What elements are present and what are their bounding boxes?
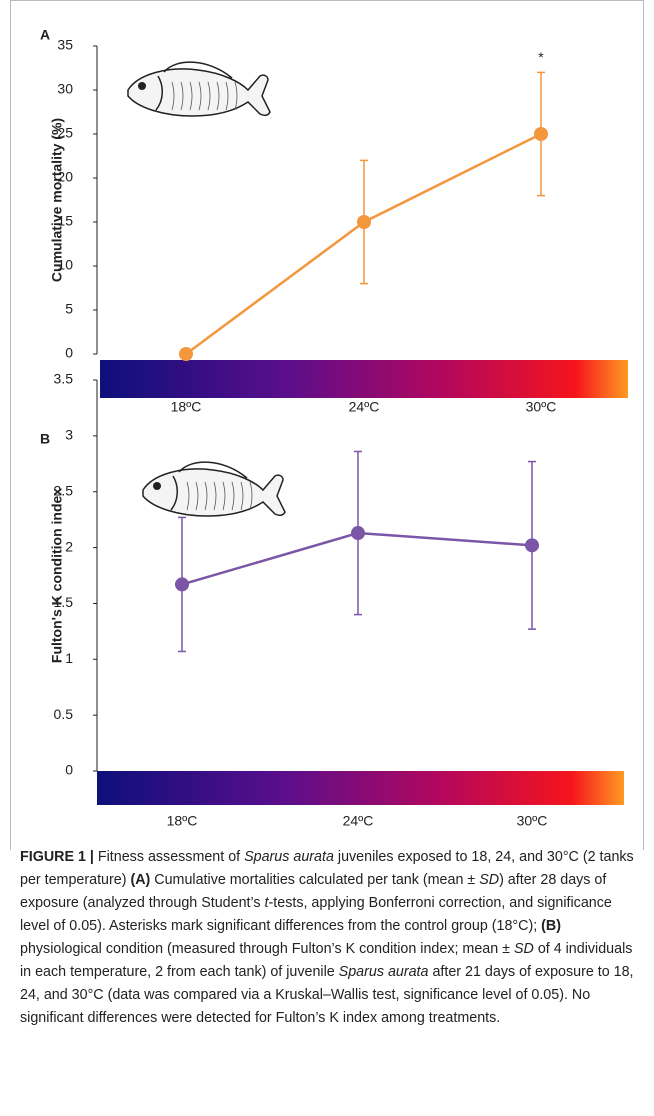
fish-scale bbox=[231, 481, 235, 511]
y-tick-label: 5 bbox=[65, 301, 73, 317]
x-tick-label: 18ºC bbox=[171, 399, 202, 415]
y-axis-label: Cumulative mortality (%) bbox=[49, 118, 65, 282]
caption-text: t bbox=[264, 895, 269, 911]
y-tick-label: 2 bbox=[65, 538, 73, 554]
fish-scale bbox=[180, 81, 184, 111]
y-tick-label: 25 bbox=[57, 125, 73, 141]
caption-text: Sparus aurata bbox=[244, 849, 334, 865]
caption: FIGURE 1 | Fitness assessment of Sparus … bbox=[20, 846, 638, 1030]
y-tick-label: 35 bbox=[57, 37, 73, 53]
frame bbox=[10, 0, 644, 850]
x-tick-label: 24ºC bbox=[343, 813, 374, 829]
caption-text: -tests, applying Bonferroni correction, … bbox=[20, 895, 612, 934]
data-line bbox=[181, 531, 533, 586]
fish-body bbox=[127, 68, 271, 117]
fish-illustration bbox=[142, 461, 286, 517]
caption-text: physiological condition (measured throug… bbox=[20, 941, 514, 957]
data-point bbox=[534, 127, 548, 141]
y-tick-label: 2.5 bbox=[54, 482, 74, 498]
fish-scale bbox=[240, 481, 244, 511]
fish-scale bbox=[213, 481, 217, 511]
y-tick-label: 0 bbox=[65, 345, 73, 361]
fish-scale bbox=[222, 481, 226, 511]
caption-text: (B) bbox=[541, 918, 562, 934]
data-point bbox=[179, 347, 193, 361]
fish-gill bbox=[170, 475, 178, 511]
fish-scale bbox=[204, 481, 208, 511]
caption-text: Cumulative mortalities calculated per ta… bbox=[150, 872, 480, 888]
significance-mark: * bbox=[538, 49, 544, 65]
fish-scale bbox=[207, 81, 211, 111]
caption-text: Sparus aurata bbox=[338, 964, 429, 980]
fish-eye bbox=[138, 82, 146, 90]
fish-fin bbox=[163, 61, 233, 79]
fish-scale bbox=[216, 81, 220, 111]
y-axis-label: Fulton's K condition index bbox=[49, 488, 65, 663]
fish-scale bbox=[189, 81, 193, 111]
data-point bbox=[351, 526, 365, 541]
data-point bbox=[525, 538, 539, 553]
caption-text: ) after 28 days of exposure (analyzed th… bbox=[20, 872, 607, 911]
y-tick-label: 10 bbox=[57, 257, 73, 273]
caption-text: (A) bbox=[130, 872, 151, 888]
fish-scale bbox=[195, 481, 199, 511]
x-tick-label: 18ºC bbox=[167, 813, 198, 829]
temperature-bar bbox=[100, 360, 628, 398]
y-tick-label: 15 bbox=[57, 213, 73, 229]
caption-text: SD bbox=[513, 941, 534, 957]
caption-text: Fitness assessment of bbox=[93, 849, 245, 865]
y-tick-label: 3 bbox=[65, 427, 73, 443]
x-tick-label: 30ºC bbox=[517, 813, 548, 829]
fish-scale bbox=[234, 81, 238, 111]
caption-text: of 4 individuals in each temperature, 2 … bbox=[20, 941, 633, 980]
fish-scale bbox=[171, 81, 175, 111]
fish-fin bbox=[178, 461, 248, 479]
caption-text: after 21 days of exposure to 18, 24, and… bbox=[20, 964, 634, 1026]
caption-text: SD bbox=[479, 872, 500, 888]
temperature-bar bbox=[97, 771, 624, 805]
y-tick-label: 20 bbox=[57, 169, 73, 185]
fish-eye bbox=[153, 482, 161, 490]
fish-scale bbox=[225, 81, 229, 111]
fish-scale bbox=[198, 81, 202, 111]
y-tick-label: 0 bbox=[65, 762, 73, 778]
y-tick-label: 1 bbox=[65, 650, 73, 666]
x-tick-label: 30ºC bbox=[526, 399, 557, 415]
y-tick-label: 30 bbox=[57, 81, 73, 97]
fish-scale bbox=[249, 481, 253, 511]
panel-label: B bbox=[40, 431, 50, 447]
fish-body bbox=[142, 468, 286, 517]
caption-text: FIGURE 1 | bbox=[20, 849, 94, 865]
fish-scale bbox=[186, 481, 190, 511]
fish-illustration bbox=[127, 61, 271, 117]
x-tick-label: 24ºC bbox=[349, 399, 380, 415]
y-tick-label: 0.5 bbox=[54, 706, 74, 722]
caption-text: juveniles exposed to 18, 24, and 30°C (2… bbox=[20, 849, 634, 888]
y-tick-label: 3.5 bbox=[54, 371, 74, 387]
data-point bbox=[175, 577, 189, 592]
y-tick-label: 1.5 bbox=[54, 594, 74, 610]
data-point bbox=[357, 215, 371, 229]
fish-gill bbox=[155, 75, 163, 111]
panel-label: A bbox=[40, 27, 50, 43]
